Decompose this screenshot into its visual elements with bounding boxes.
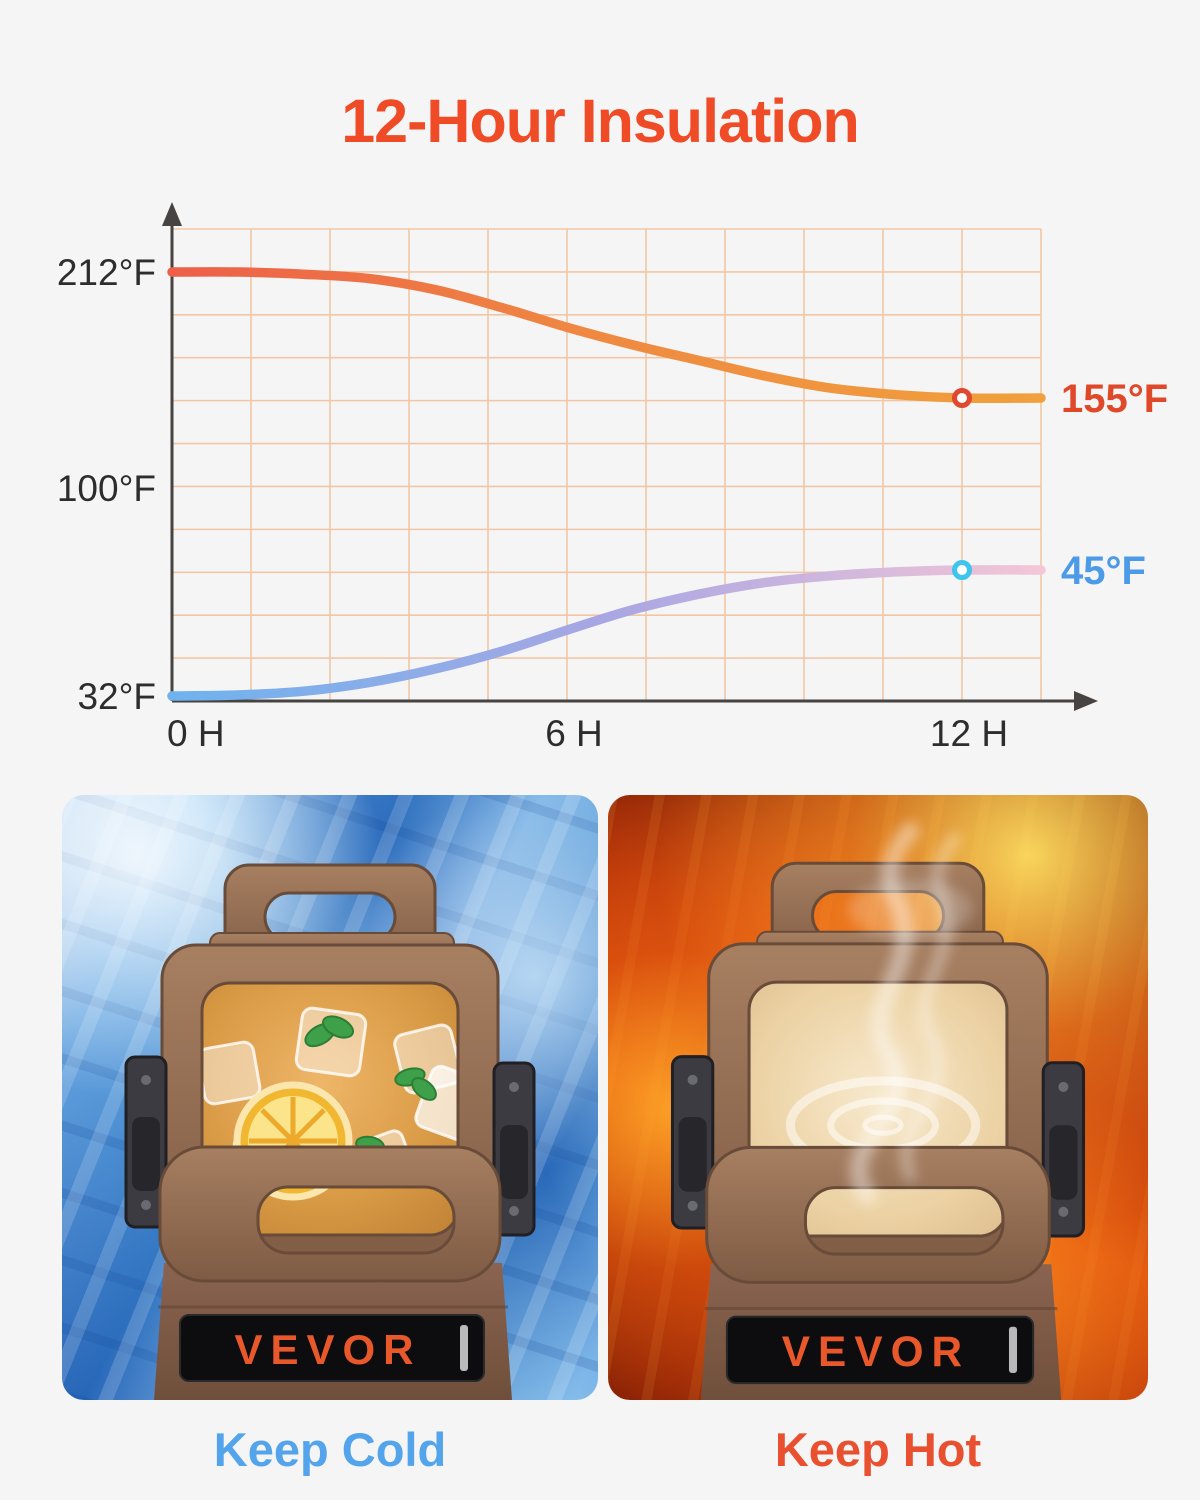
vevor-logo-text: VEVOR (782, 1328, 970, 1375)
mint-leaves (304, 1015, 437, 1155)
side-latches (124, 1055, 536, 1237)
x-axis-arrow-icon (1074, 691, 1098, 711)
hot-end-label: 155°F (1061, 377, 1168, 421)
brand-label: VEVOR (179, 1314, 485, 1382)
keep-hot-label: Keep Hot (774, 1423, 982, 1476)
front-handle (705, 1145, 1051, 1284)
y-tick-label-212: 212°F (57, 252, 156, 293)
brand-label: VEVOR (725, 1315, 1035, 1385)
cold-container-illustration: VEVOR (124, 863, 536, 1400)
front-handle (158, 1145, 502, 1283)
insulation-chart: 155°F 45°F 212°F 100°F 32°F 0 H 6 H 12 H (57, 202, 1168, 754)
x-tick-label-6h: 6 H (545, 713, 603, 754)
product-card-hot: VEVOR Keep Hot (608, 795, 1148, 1477)
cold-end-label: 45°F (1061, 549, 1146, 593)
cold-marker (952, 560, 972, 580)
cold-curve (167, 565, 1046, 701)
product-photo-hot: VEVOR (608, 795, 1148, 1400)
x-tick-label-0h: 0 H (167, 713, 225, 754)
y-tick-label-32: 32°F (77, 676, 156, 717)
side-latches (670, 1055, 1086, 1238)
product-photo-cold: VEVOR (62, 795, 598, 1400)
x-tick-label-12h: 12 H (930, 713, 1008, 754)
page-title: 12-Hour Insulation (341, 87, 859, 155)
steam (847, 821, 973, 1205)
product-card-cold: VEVOR Keep Cold (62, 795, 598, 1477)
y-axis-arrow-icon (162, 202, 182, 226)
y-tick-label-100: 100°F (57, 468, 156, 509)
hot-container-illustration: VEVOR (670, 821, 1086, 1400)
keep-cold-label: Keep Cold (213, 1423, 447, 1476)
hot-marker (952, 388, 972, 408)
hot-curve (167, 267, 1046, 404)
vevor-logo-text: VEVOR (234, 1326, 421, 1373)
